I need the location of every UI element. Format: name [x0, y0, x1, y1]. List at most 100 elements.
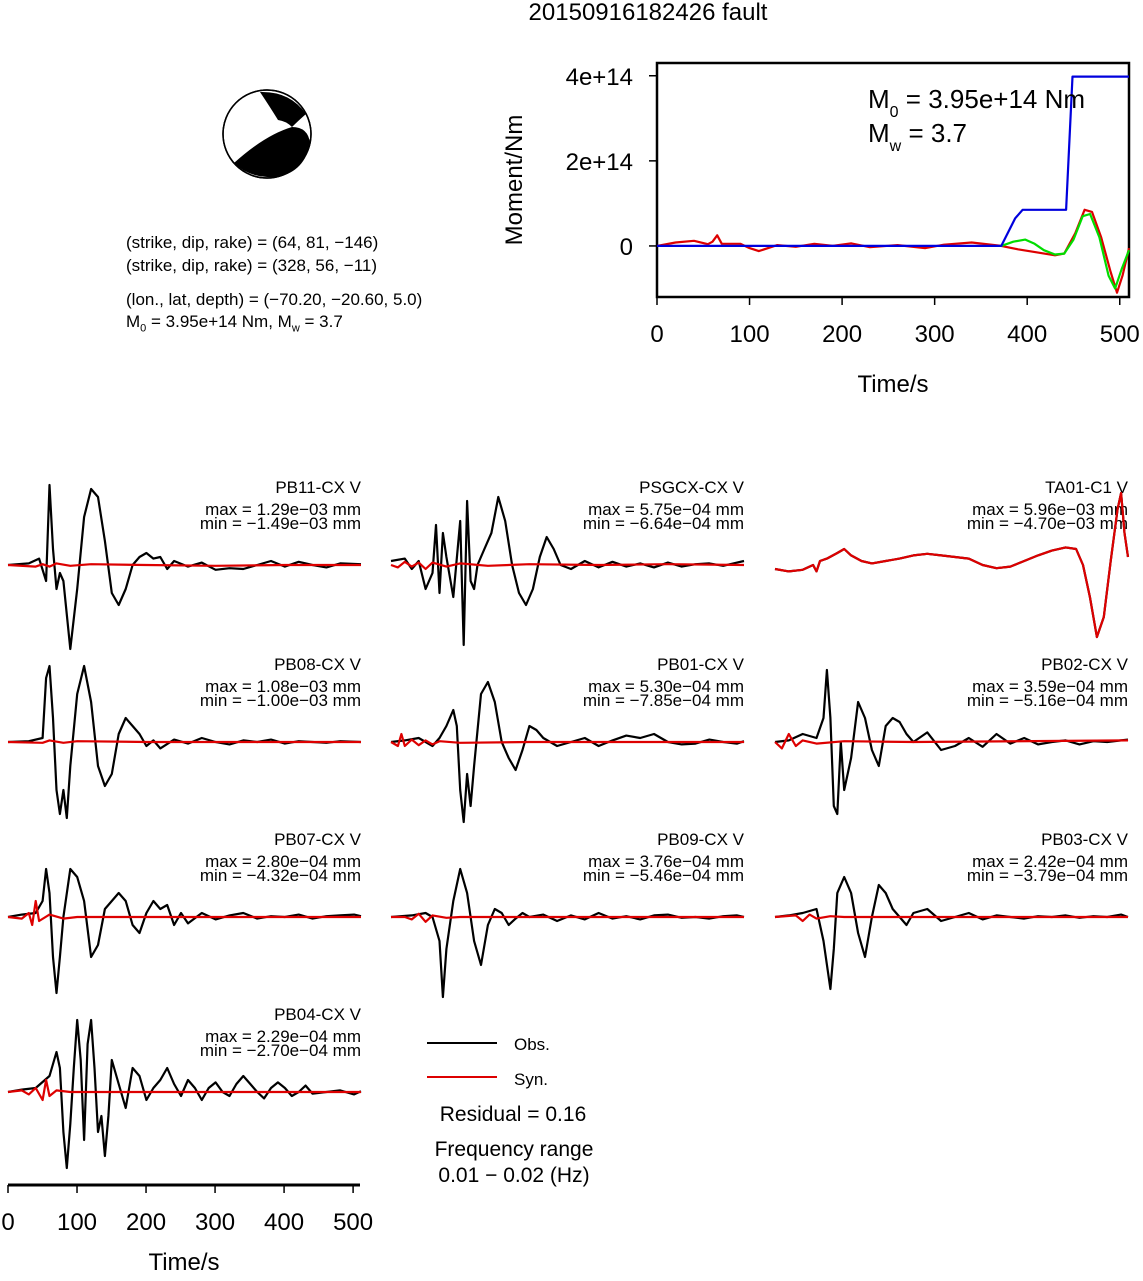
- observed-trace: [390, 867, 745, 999]
- station-min: min = −6.64e−04 mm: [583, 514, 744, 533]
- station-min: min = −5.16e−04 mm: [967, 691, 1128, 710]
- bottom-xlabel: Time/s: [148, 1249, 219, 1276]
- station-min: min = −1.00e−03 mm: [200, 691, 361, 710]
- station-min: min = −1.49e−03 mm: [200, 514, 361, 533]
- station-max: max = 5.75e−04 mm: [588, 500, 744, 519]
- station-max: max = 3.59e−04 mm: [972, 677, 1128, 696]
- mw-value: = 3.7: [299, 312, 343, 331]
- moment-xtick-label: 300: [915, 321, 955, 348]
- station-max: max = 3.76e−04 mm: [588, 852, 744, 871]
- moment-annotation-mw: Mw = 3.7: [868, 118, 967, 155]
- synthetic-trace: [774, 913, 1128, 923]
- moment-summary: M0 = 3.95e+14 Nm, Mw = 3.7: [126, 311, 343, 339]
- bottom-xtick-label: 400: [264, 1209, 304, 1236]
- moment-xtick-label: 400: [1007, 321, 1047, 348]
- nodal-plane-1: (strike, dip, rake) = (64, 81, −146): [126, 233, 379, 252]
- moment-ytick-label: 2e+14: [566, 149, 633, 176]
- station-name: PB09-CX V: [657, 830, 745, 849]
- moment-series-line: [1000, 212, 1131, 290]
- station-min: min = −5.46e−04 mm: [583, 866, 744, 885]
- synthetic-trace: [390, 560, 745, 571]
- station-name: PSGCX-CX V: [639, 478, 745, 497]
- station-name: PB03-CX V: [1041, 830, 1129, 849]
- synthetic-trace: [390, 732, 744, 748]
- station-min: min = −4.70e−03 mm: [967, 514, 1128, 533]
- synthetic-trace: [7, 899, 361, 927]
- beachball-mechanism: [222, 89, 312, 179]
- station-min: min = −3.79e−04 mm: [967, 866, 1128, 885]
- station-max: max = 5.30e−04 mm: [588, 677, 744, 696]
- frequency-range-label: Frequency range: [435, 1138, 594, 1161]
- moment-ytick-label: 4e+14: [566, 64, 633, 91]
- nodal-plane-2: (strike, dip, rake) = (328, 56, −11): [126, 256, 378, 275]
- moment-xlabel: Time/s: [857, 371, 928, 398]
- m0-subscript: 0: [140, 322, 147, 335]
- bottom-xtick-label: 200: [126, 1209, 166, 1236]
- m0-value: = 3.95e+14 Nm, M: [146, 312, 292, 331]
- location-depth: (lon., lat, depth) = (−70.20, −20.60, 5.…: [126, 290, 423, 309]
- station-max: max = 1.29e−03 mm: [205, 500, 361, 519]
- beachball-compressional-upper: [260, 91, 306, 127]
- station-name: PB04-CX V: [274, 1005, 362, 1024]
- station-max: max = 1.08e−03 mm: [205, 677, 361, 696]
- moment-series-line: [656, 208, 1131, 294]
- station-name: TA01-C1 V: [1045, 478, 1128, 497]
- moment-xtick-label: 100: [730, 321, 770, 348]
- moment-annotation-m0: M0 = 3.95e+14 Nm: [868, 84, 1085, 121]
- m0-symbol: M: [126, 312, 141, 331]
- residual-label: Residual = 0.16: [440, 1103, 587, 1126]
- beachball-rim: [222, 89, 312, 179]
- moment-series: [656, 75, 1131, 294]
- frequency-range-value: 0.01 − 0.02 (Hz): [438, 1164, 589, 1187]
- station-max: max = 2.80e−04 mm: [205, 852, 361, 871]
- moment-ylabel: Moment/Nm: [501, 115, 528, 246]
- station-min: min = −4.32e−04 mm: [200, 866, 361, 885]
- moment-xtick-label: 500: [1100, 321, 1140, 348]
- beachball-compressional-lower: [234, 127, 310, 178]
- station-max: max = 5.96e−03 mm: [972, 500, 1128, 519]
- moment-ticks: 0 100 200 300 400 500 0 2e+14 4e+14: [566, 64, 1140, 348]
- moment-plot-frame: [655, 61, 1131, 299]
- bottom-xtick-label: 500: [333, 1209, 373, 1236]
- observed-trace: [7, 1018, 362, 1170]
- figure-title: 20150916182426 fault: [528, 0, 768, 26]
- legend-syn-label: Syn.: [514, 1070, 548, 1089]
- station-name: PB07-CX V: [274, 830, 362, 849]
- station-name: PB11-CX V: [275, 478, 361, 497]
- observed-trace: [7, 664, 362, 820]
- station-name: PB01-CX V: [657, 655, 745, 674]
- synthetic-trace: [7, 1078, 361, 1102]
- observed-trace: [7, 867, 362, 995]
- station-name: PB08-CX V: [274, 655, 362, 674]
- moment-xtick-label: 0: [650, 321, 663, 348]
- observed-trace: [390, 680, 745, 824]
- observed-trace: [774, 875, 1129, 991]
- moment-ytick-label: 0: [620, 234, 633, 261]
- synthetic-trace: [391, 912, 744, 923]
- station-name: PB02-CX V: [1041, 655, 1129, 674]
- station-min: min = −2.70e−04 mm: [200, 1041, 361, 1060]
- station-max: max = 2.42e−04 mm: [972, 852, 1128, 871]
- synthetic-trace: [7, 739, 361, 744]
- synthetic-trace: [774, 732, 1129, 750]
- moment-series-line: [657, 75, 1129, 247]
- moment-xtick-label: 200: [822, 321, 862, 348]
- observed-trace: [7, 483, 362, 651]
- station-min: min = −7.85e−04 mm: [583, 691, 744, 710]
- synthetic-trace: [774, 491, 1130, 639]
- bottom-xtick-label: 300: [195, 1209, 235, 1236]
- bottom-axis-ticks: 0 100 200 300 400 500: [1, 1185, 373, 1236]
- mw-subscript: w: [291, 322, 300, 335]
- bottom-xtick-label: 0: [1, 1209, 14, 1236]
- synthetic-trace: [7, 562, 361, 568]
